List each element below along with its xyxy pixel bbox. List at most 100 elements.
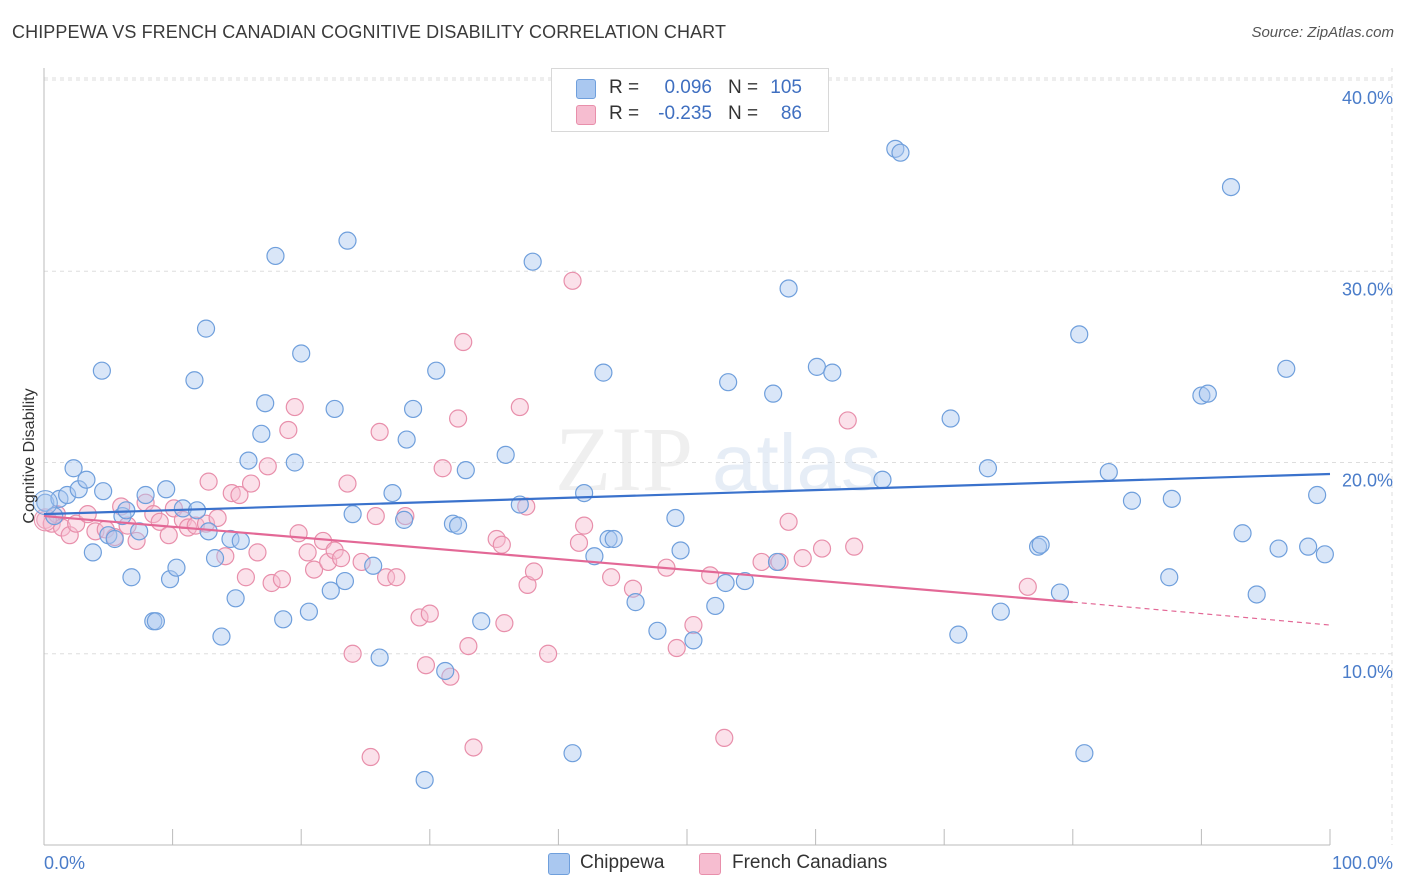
- legend-label-french: French Canadians: [732, 852, 888, 873]
- data-point: [1247, 585, 1266, 604]
- data-point: [1122, 491, 1142, 510]
- data-point: [585, 547, 604, 566]
- french-swatch: [699, 853, 721, 875]
- data-point: [716, 573, 735, 593]
- data-point: [167, 558, 186, 577]
- data-point: [719, 373, 738, 392]
- data-point: [684, 631, 703, 650]
- data-point: [226, 589, 245, 608]
- data-point: [495, 614, 514, 633]
- trend-lines: [43, 472, 1331, 626]
- data-point: [448, 516, 468, 535]
- data-point: [648, 621, 667, 640]
- data-point: [383, 484, 402, 503]
- data-point: [274, 610, 293, 629]
- data-point: [1198, 384, 1217, 403]
- data-point: [403, 399, 423, 419]
- data-point: [366, 506, 385, 526]
- data-point: [94, 482, 113, 501]
- trend-line-french: [43, 514, 1073, 604]
- y-tick-label: 20.0%: [1342, 471, 1393, 491]
- data-point: [1221, 178, 1241, 197]
- data-point: [1028, 537, 1048, 556]
- data-point: [807, 357, 826, 376]
- data-point: [199, 472, 218, 491]
- source-credit: Source: ZipAtlas.com: [1251, 24, 1394, 41]
- data-point: [258, 457, 277, 476]
- chippewa-swatch: [576, 79, 596, 99]
- data-point: [196, 319, 216, 338]
- watermark-atlas: atlas: [712, 418, 881, 507]
- data-point: [563, 271, 582, 290]
- data-point: [496, 445, 515, 464]
- data-point: [706, 596, 725, 616]
- trend-line-chippewa: [43, 472, 1331, 516]
- data-point: [420, 604, 439, 623]
- data-point: [684, 615, 703, 635]
- data-point: [173, 499, 192, 518]
- data-point: [448, 409, 468, 428]
- data-point: [779, 279, 798, 298]
- data-point: [767, 552, 787, 572]
- data-point: [157, 480, 176, 499]
- watermark-zip: ZIP: [555, 408, 693, 510]
- data-point: [285, 453, 304, 472]
- data-point: [441, 667, 460, 686]
- data-point: [212, 627, 231, 646]
- data-point: [459, 636, 478, 656]
- data-point: [252, 424, 271, 443]
- data-point: [1269, 539, 1288, 558]
- data-point: [1162, 489, 1181, 508]
- x-tick-label: 100.0%: [1332, 853, 1393, 873]
- data-point: [838, 411, 857, 430]
- data-point: [299, 602, 319, 621]
- data-point: [272, 570, 292, 589]
- data-point: [812, 539, 832, 558]
- data-point: [331, 549, 351, 568]
- data-point: [427, 361, 446, 380]
- data-point: [845, 537, 864, 556]
- data-point: [487, 529, 506, 549]
- data-point: [436, 661, 455, 681]
- data-point: [397, 430, 416, 449]
- data-point: [298, 543, 317, 562]
- data-point: [60, 526, 79, 545]
- data-point: [604, 529, 623, 549]
- data-point: [289, 524, 308, 543]
- legend-r-label: R =: [609, 103, 640, 124]
- data-point: [793, 549, 812, 568]
- data-point: [873, 470, 892, 489]
- data-point: [1308, 485, 1327, 505]
- data-point: [666, 508, 685, 528]
- data-point: [575, 484, 594, 503]
- data-point: [510, 397, 529, 417]
- data-point: [136, 485, 155, 505]
- data-point: [64, 459, 83, 478]
- data-point: [159, 526, 178, 545]
- data-point: [991, 602, 1010, 621]
- data-point: [343, 644, 362, 663]
- data-point: [361, 747, 380, 767]
- data-point: [122, 568, 141, 587]
- data-point: [160, 570, 180, 589]
- data-point: [292, 344, 311, 363]
- data-point: [36, 493, 55, 512]
- data-point: [236, 568, 256, 587]
- legend-row-french: R = -0.235 N = 86: [552, 102, 828, 128]
- data-point: [266, 246, 285, 266]
- chart-title: CHIPPEWA VS FRENCH CANADIAN COGNITIVE DI…: [12, 22, 727, 42]
- trend-line-french-extension: [1072, 601, 1331, 626]
- data-point: [464, 738, 483, 757]
- data-point: [416, 656, 436, 675]
- data-point: [338, 474, 357, 493]
- data-point: [146, 612, 165, 631]
- data-point: [130, 522, 149, 541]
- data-point: [105, 529, 124, 549]
- tick-labels: 10.0% 20.0% 30.0% 40.0% 0.0% 100.0%: [44, 88, 1393, 873]
- data-point: [325, 399, 344, 419]
- data-point: [701, 566, 720, 585]
- data-point: [764, 384, 783, 403]
- data-point: [823, 363, 842, 382]
- legend-n-label: N =: [728, 103, 759, 124]
- legend-r-label: R =: [609, 77, 640, 98]
